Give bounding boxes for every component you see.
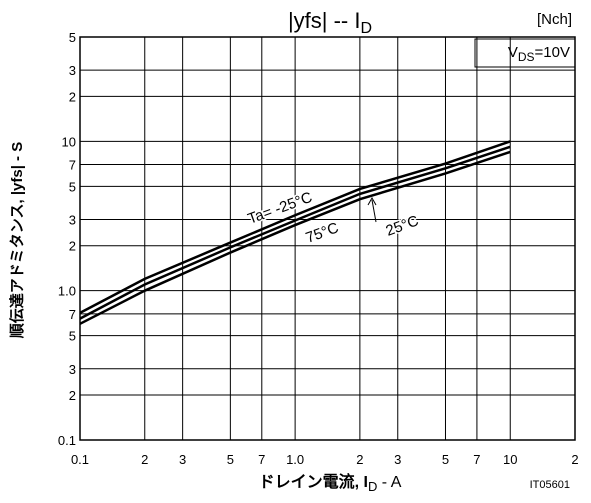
y-tick-label: 7 bbox=[69, 157, 76, 172]
condition-box bbox=[474, 38, 576, 68]
x-tick-label: 7 bbox=[473, 452, 480, 467]
series-label: 75°C bbox=[304, 219, 341, 246]
figure-id: IT05601 bbox=[530, 479, 570, 491]
condition: VDS=10V bbox=[508, 44, 570, 64]
x-tick-label: 1.0 bbox=[286, 452, 304, 467]
y-tick-label: 7 bbox=[69, 307, 76, 322]
y-tick-label: 1.0 bbox=[58, 284, 76, 299]
x-label-text: ドレイン電流, I bbox=[259, 472, 368, 491]
arrow bbox=[371, 199, 377, 223]
y-tick-label: 5 bbox=[69, 329, 76, 344]
x-tick-label: 3 bbox=[179, 452, 186, 467]
x-tick-label: 2 bbox=[571, 452, 578, 467]
y-tick-label: 5 bbox=[69, 179, 76, 194]
title-sub: D bbox=[360, 20, 372, 37]
x-tick-label: 0.1 bbox=[71, 452, 89, 467]
y-tick-label: 0.1 bbox=[58, 433, 76, 448]
cond-sub: DS bbox=[518, 50, 535, 64]
y-tick-label: 2 bbox=[69, 89, 76, 104]
x-tick-label: 7 bbox=[258, 452, 265, 467]
y-tick-label: 3 bbox=[69, 63, 76, 78]
x-tick-label: 2 bbox=[141, 452, 148, 467]
arrow-head bbox=[367, 196, 377, 206]
cond-prefix: V bbox=[508, 44, 518, 61]
series-label: 25°C bbox=[384, 212, 421, 239]
curve bbox=[79, 140, 511, 314]
y-axis-label: 順伝達アドミタンス, |yfs| - S bbox=[8, 142, 26, 339]
y-tick-label: 5 bbox=[69, 30, 76, 45]
chart-title: |yfs| -- ID bbox=[288, 8, 372, 37]
x-tick-label: 2 bbox=[356, 452, 363, 467]
curve bbox=[79, 145, 511, 320]
y-tick-label: 10 bbox=[62, 134, 76, 149]
x-tick-label: 5 bbox=[227, 452, 234, 467]
corner-label: [Nch] bbox=[537, 11, 572, 28]
x-label-sub: D bbox=[368, 479, 377, 494]
x-axis-label: ドレイン電流, ID - A bbox=[259, 472, 402, 494]
y-tick-label: 2 bbox=[69, 239, 76, 254]
x-label-suffix: - A bbox=[377, 474, 401, 491]
x-tick-label: 5 bbox=[442, 452, 449, 467]
x-tick-label: 3 bbox=[394, 452, 401, 467]
y-tick-label: 3 bbox=[69, 362, 76, 377]
y-tick-label: 3 bbox=[69, 212, 76, 227]
y-tick-label: 2 bbox=[69, 388, 76, 403]
cond-suffix: =10V bbox=[535, 44, 570, 61]
x-tick-label: 10 bbox=[503, 452, 517, 467]
title-main: |yfs| -- I bbox=[288, 8, 361, 33]
curve bbox=[79, 150, 511, 325]
